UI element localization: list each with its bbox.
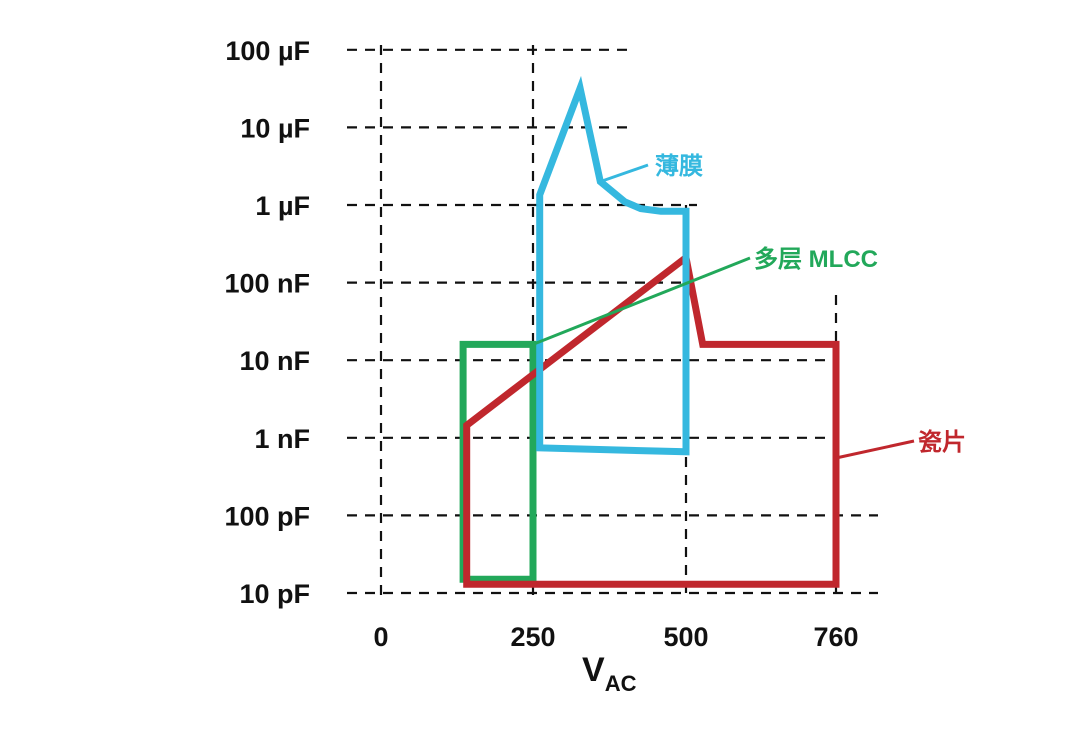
x-tick-label: 760 — [813, 622, 858, 652]
x-tick-label: 500 — [663, 622, 708, 652]
series-label-mlcc: 多层 MLCC — [754, 246, 878, 273]
series-ceramic-outline — [463, 251, 840, 588]
leader-ceramic — [835, 439, 915, 460]
series-shapes — [459, 75, 840, 588]
y-tick-label: 100 µF — [225, 36, 310, 66]
series-label-film: 薄膜 — [655, 153, 703, 180]
y-tick-label: 1 µF — [255, 191, 310, 221]
series-mlcc-outline — [459, 340, 537, 583]
x-tick-label: 0 — [373, 622, 388, 652]
x-axis-title-subscript: AC — [605, 671, 637, 696]
y-tick-label: 10 µF — [240, 113, 310, 143]
x-axis-title: VAC — [582, 651, 637, 696]
series-label-ceramic: 瓷片 — [918, 428, 966, 456]
y-tick-label: 10 pF — [239, 579, 310, 609]
y-tick-label: 10 nF — [239, 346, 310, 376]
y-tick-label: 100 nF — [224, 269, 310, 299]
series-leaders — [532, 163, 915, 460]
y-tick-label: 100 pF — [224, 501, 310, 531]
x-tick-label: 250 — [510, 622, 555, 652]
y-axis-labels: 10 pF 100 pF 1 nF 10 nF 100 nF 1 µF 10 µF 100 µ… — [224, 36, 310, 609]
grid — [347, 45, 878, 600]
leader-mlcc — [532, 256, 751, 346]
series-film-outline — [536, 75, 690, 456]
leader-film — [599, 163, 649, 184]
x-axis-labels: 0 250 500 760 — [373, 622, 858, 652]
y-tick-label: 1 nF — [254, 424, 310, 454]
